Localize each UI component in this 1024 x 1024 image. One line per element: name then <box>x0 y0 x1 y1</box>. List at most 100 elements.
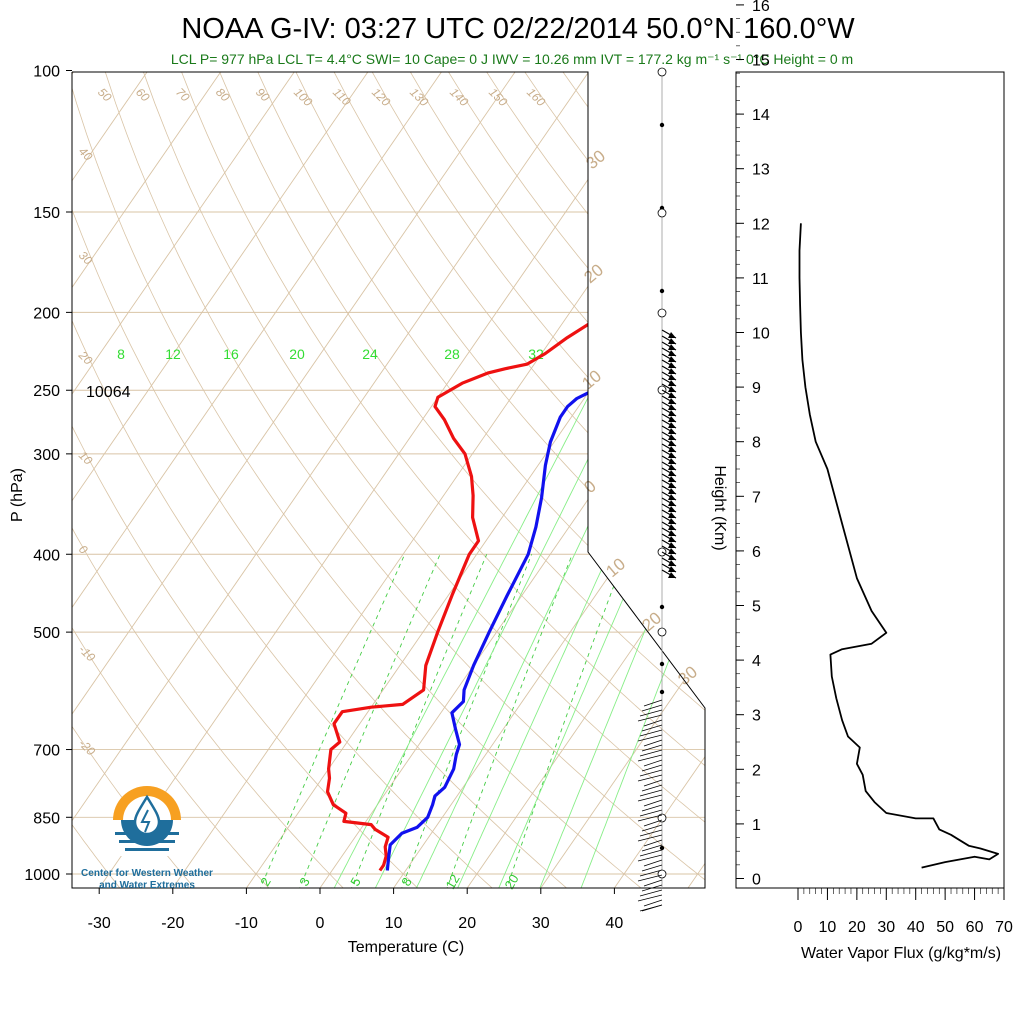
wind-barb-flag <box>668 386 676 392</box>
wind-barb-flag <box>668 512 676 518</box>
wind-barb <box>639 809 663 817</box>
wind-barb <box>637 754 663 762</box>
chart-title: NOAA G-IV: 03:27 UTC 02/22/2014 50.0°N 1… <box>181 13 855 45</box>
wind-barb-flag <box>668 410 676 416</box>
temperature-axis: -30 -20 -10 0 10 20 30 40 <box>88 888 623 932</box>
isotherm-line <box>246 72 705 888</box>
wind-barb-flag <box>668 356 676 362</box>
wind-barb <box>641 884 663 892</box>
logo-text-line2: and Water Extremes <box>99 880 195 891</box>
wind-barb-flag <box>668 494 676 500</box>
wind-barb <box>643 699 663 707</box>
isotherm-line <box>72 72 295 888</box>
wind-barb-flag <box>668 380 676 386</box>
wind-barb <box>639 749 663 757</box>
moist-adiabat-label: 16 <box>223 346 239 362</box>
wind-barb <box>643 859 663 867</box>
wind-point-marker <box>659 122 665 128</box>
wind-barb <box>641 724 663 732</box>
wind-barb-flag <box>668 362 676 368</box>
wind-point-marker <box>657 813 667 823</box>
pressure-tick-label: 150 <box>33 205 60 222</box>
pressure-tick-label: 700 <box>33 743 60 760</box>
wind-barb <box>639 829 663 837</box>
temperature-tick-label: 30 <box>532 915 550 932</box>
wind-barb-flag <box>668 404 676 410</box>
wind-barb-flag <box>668 452 676 458</box>
wind-barb-flag <box>668 338 676 344</box>
wind-point-marker <box>659 689 665 695</box>
pressure-tick-label: 200 <box>33 305 60 322</box>
flux-tick-label: 70 <box>995 919 1013 936</box>
mixing-ratio-line <box>400 554 533 888</box>
dry-adiabat-line <box>256 72 705 888</box>
moist-adiabat-label: 8 <box>117 346 125 362</box>
wind-barb-flag <box>668 548 676 554</box>
dry-adiabat-line <box>72 72 422 888</box>
wind-barb <box>637 834 663 842</box>
wind-barb-flag <box>668 470 676 476</box>
wind-barb-flag <box>668 476 676 482</box>
wind-barb-flag <box>668 560 676 566</box>
wind-barb <box>641 804 663 812</box>
dry-adiabat-line <box>72 72 123 888</box>
dry-adiabat-line <box>218 72 705 888</box>
wind-barb-flag <box>668 398 676 404</box>
wind-barb <box>643 719 663 727</box>
wind-barb <box>643 839 663 847</box>
flux-plot-frame <box>735 71 1005 889</box>
isotherm-line <box>72 72 590 888</box>
height-tick-label: 11 <box>752 271 769 288</box>
wind-barb <box>639 869 663 877</box>
mixing-ratio-line <box>505 554 627 888</box>
wind-barb-flag <box>668 434 676 440</box>
skewt-plot-frame <box>71 71 706 889</box>
temperature-tick-label: -20 <box>161 915 184 932</box>
wind-barb-flag <box>668 554 676 560</box>
wind-barb <box>641 704 663 712</box>
wind-barb <box>641 784 663 792</box>
pressure-axis-label: P (hPa) <box>9 468 26 522</box>
height-tick-label: 16 <box>752 0 770 15</box>
height-axis-label: Height (Km) <box>711 465 728 550</box>
flux-tick-label: 20 <box>848 919 866 936</box>
moist-adiabat-label: 24 <box>362 346 378 362</box>
wind-barb <box>637 794 663 802</box>
wind-point-marker <box>659 661 665 667</box>
moist-adiabat-label: 20 <box>289 346 305 362</box>
wind-barb-flag <box>668 422 676 428</box>
moist-adiabat-line <box>332 360 608 888</box>
wind-barb-flag <box>668 374 676 380</box>
mixing-ratio-label: 20 <box>501 872 521 892</box>
wind-barbs <box>637 67 677 912</box>
flux-tick-label: 10 <box>819 919 837 936</box>
wind-point-marker <box>657 67 667 77</box>
wind-barb <box>637 894 663 902</box>
wind-barb-flag <box>668 536 676 542</box>
pressure-tick-label: 500 <box>33 625 60 642</box>
pressure-tick-label: 300 <box>33 447 60 464</box>
wind-barb <box>639 904 663 912</box>
wind-barb <box>641 844 663 852</box>
flux-tick-label: 30 <box>877 919 895 936</box>
wind-point-marker <box>657 869 667 879</box>
mixing-ratio-line <box>298 554 441 888</box>
flux-axis-label: Water Vapor Flux (g/kg*m/s) <box>801 945 1001 962</box>
wind-barb <box>637 814 663 822</box>
height-tick-label: 0 <box>752 872 761 889</box>
dry-adiabat-line <box>72 72 347 888</box>
wind-point-marker <box>657 308 667 318</box>
wind-barb <box>643 879 663 887</box>
wind-point-marker <box>659 845 665 851</box>
temperature-tick-label: -10 <box>235 915 258 932</box>
dry-adiabat-line <box>180 72 705 888</box>
wind-barb <box>639 789 663 797</box>
wind-barb <box>641 824 663 832</box>
flux-tick-label: 40 <box>907 919 925 936</box>
wind-barb-flag <box>668 392 676 398</box>
flux-axis: 0 10 20 30 40 50 60 70 <box>794 888 1013 936</box>
temperature-tick-label: 20 <box>458 915 476 932</box>
dry-adiabat-line <box>142 72 705 888</box>
isotherm-line <box>72 72 516 888</box>
wind-barb <box>643 819 663 827</box>
